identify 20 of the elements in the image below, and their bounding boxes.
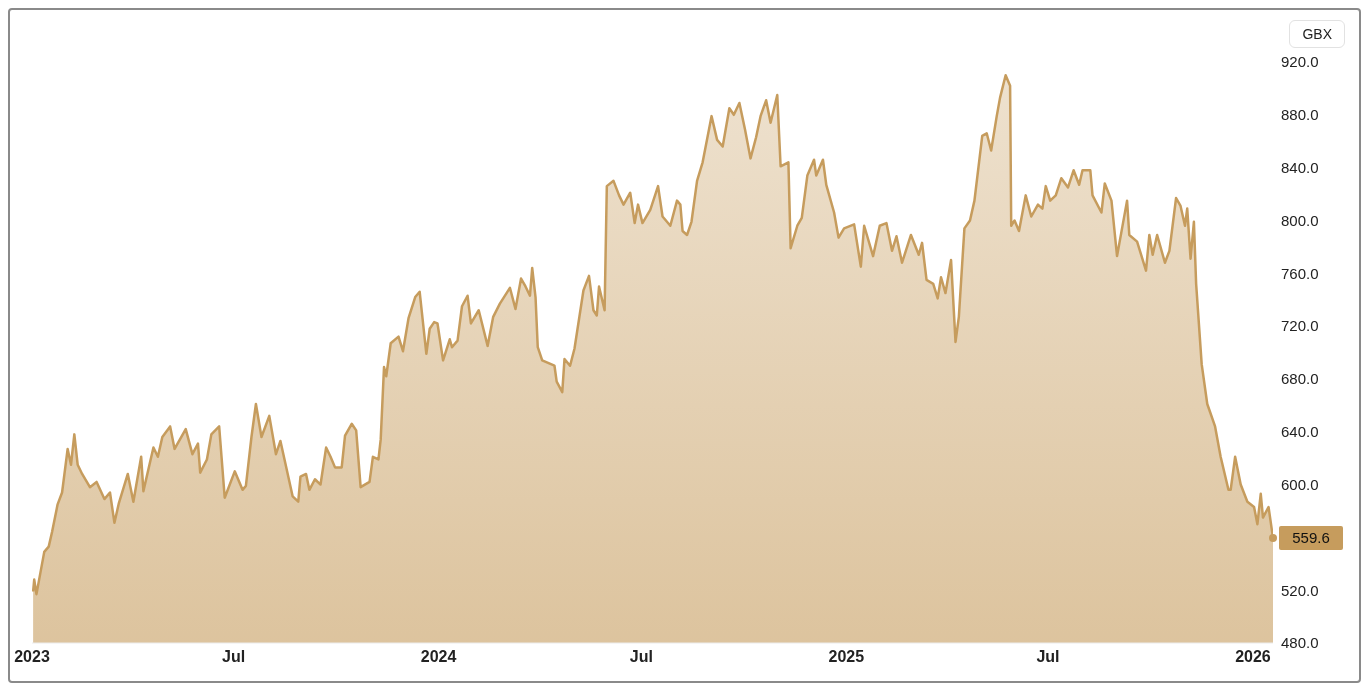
y-tick-label: 480.0: [1281, 634, 1319, 652]
y-tick-label: 680.0: [1281, 370, 1319, 388]
y-tick-label: 600.0: [1281, 475, 1319, 493]
text: GBX: [1289, 20, 1345, 48]
y-tick-label: 520.0: [1281, 581, 1319, 599]
x-tick-label: 2025: [828, 648, 865, 666]
x-tick-label: 2026: [1235, 648, 1271, 666]
y-tick-label: 840.0: [1281, 158, 1319, 176]
y-tick-label: 800.0: [1281, 211, 1319, 229]
annotation: 559.6: [1292, 529, 1330, 547]
x-tick-label: Jul: [222, 648, 246, 666]
y-tick-label: 640.0: [1281, 423, 1319, 441]
y-tick-label: 880.0: [1281, 106, 1319, 124]
y-tick-label: 760.0: [1281, 264, 1319, 282]
y-tick-label: 920.0: [1281, 53, 1319, 71]
x-tick-label: Jul: [1036, 648, 1060, 666]
x-tick-label: Jul: [629, 648, 653, 666]
x-tick-label: 2024: [420, 648, 457, 666]
y-tick-label: 720.0: [1281, 317, 1319, 335]
x-tick-label: 2023: [14, 648, 50, 666]
